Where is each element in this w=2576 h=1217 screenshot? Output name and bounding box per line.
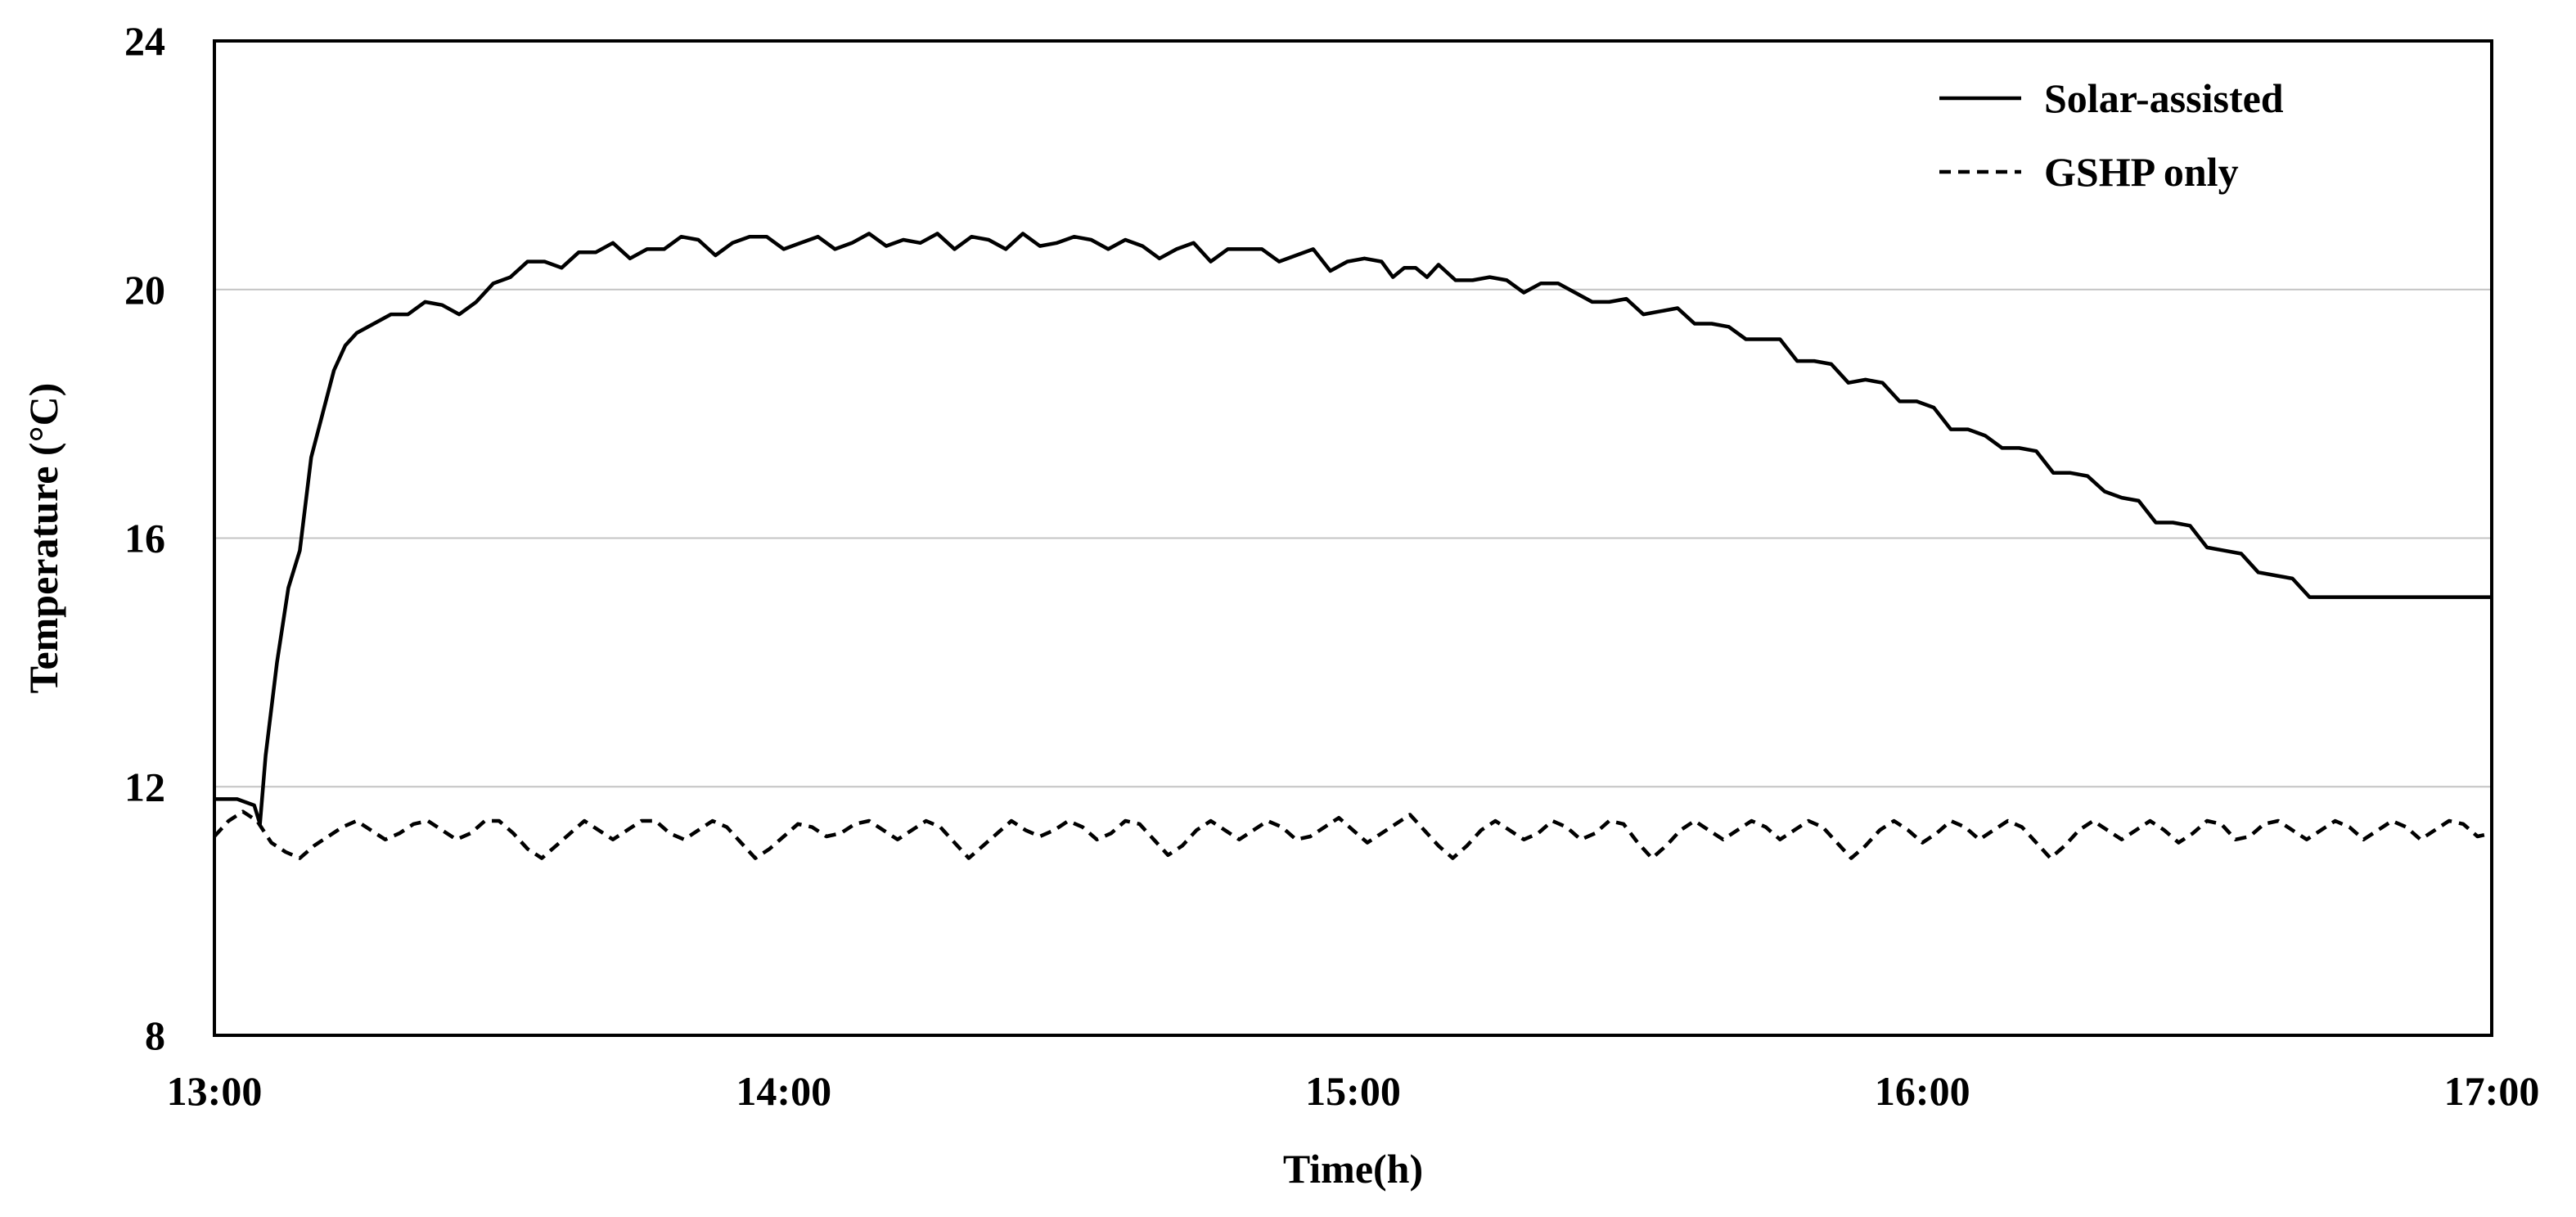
legend-label-gshp-only: GSHP only xyxy=(2044,149,2239,195)
x-tick-label: 15:00 xyxy=(1305,1068,1401,1114)
legend-label-solar-assisted: Solar-assisted xyxy=(2044,75,2284,121)
y-tick-label: 24 xyxy=(124,18,165,64)
x-axis-tick-labels: 13:00 14:00 15:00 16:00 17:00 xyxy=(167,1068,2540,1114)
y-tick-label: 8 xyxy=(145,1012,165,1058)
gridlines xyxy=(214,288,2492,788)
series-layer xyxy=(213,232,2493,860)
x-tick-label: 16:00 xyxy=(1875,1068,1970,1114)
x-tick-label: 14:00 xyxy=(736,1068,831,1114)
y-axis-tick-labels: 8 12 16 20 24 xyxy=(124,18,165,1058)
y-tick-label: 20 xyxy=(124,267,165,313)
x-tick-label: 17:00 xyxy=(2444,1068,2540,1114)
plot-area-frame xyxy=(213,39,2493,1037)
legend: Solar-assisted GSHP only xyxy=(1939,75,2284,195)
series-line-solar-assisted xyxy=(214,232,2492,827)
x-axis-title: Time(h) xyxy=(1283,1146,1423,1192)
y-tick-label: 12 xyxy=(124,764,165,809)
x-tick-label: 13:00 xyxy=(167,1068,263,1114)
series-line-gshp-only xyxy=(213,809,2493,860)
y-axis-title: Temperature (°C) xyxy=(20,383,66,694)
y-tick-label: 16 xyxy=(124,516,165,561)
